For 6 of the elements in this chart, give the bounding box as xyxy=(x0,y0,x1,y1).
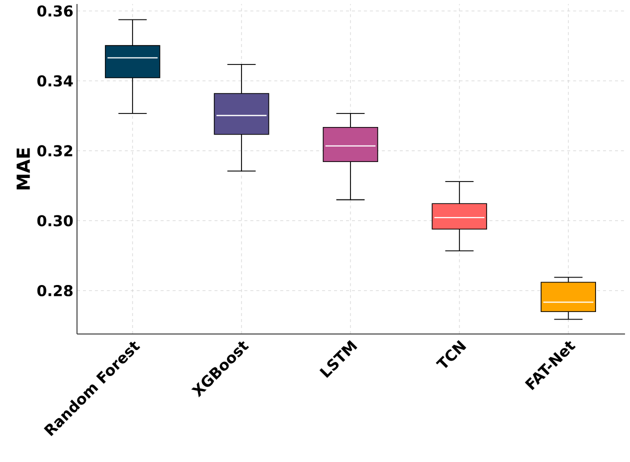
y-tick-label: 0.32 xyxy=(37,145,72,156)
y-tick-label: 0.30 xyxy=(37,215,73,226)
y-axis-title: MAE xyxy=(16,148,30,190)
y-tick-label: 0.34 xyxy=(37,75,73,87)
y-tick-label: 0.28 xyxy=(37,284,73,296)
y-tick-label: 0.36 xyxy=(37,5,73,17)
